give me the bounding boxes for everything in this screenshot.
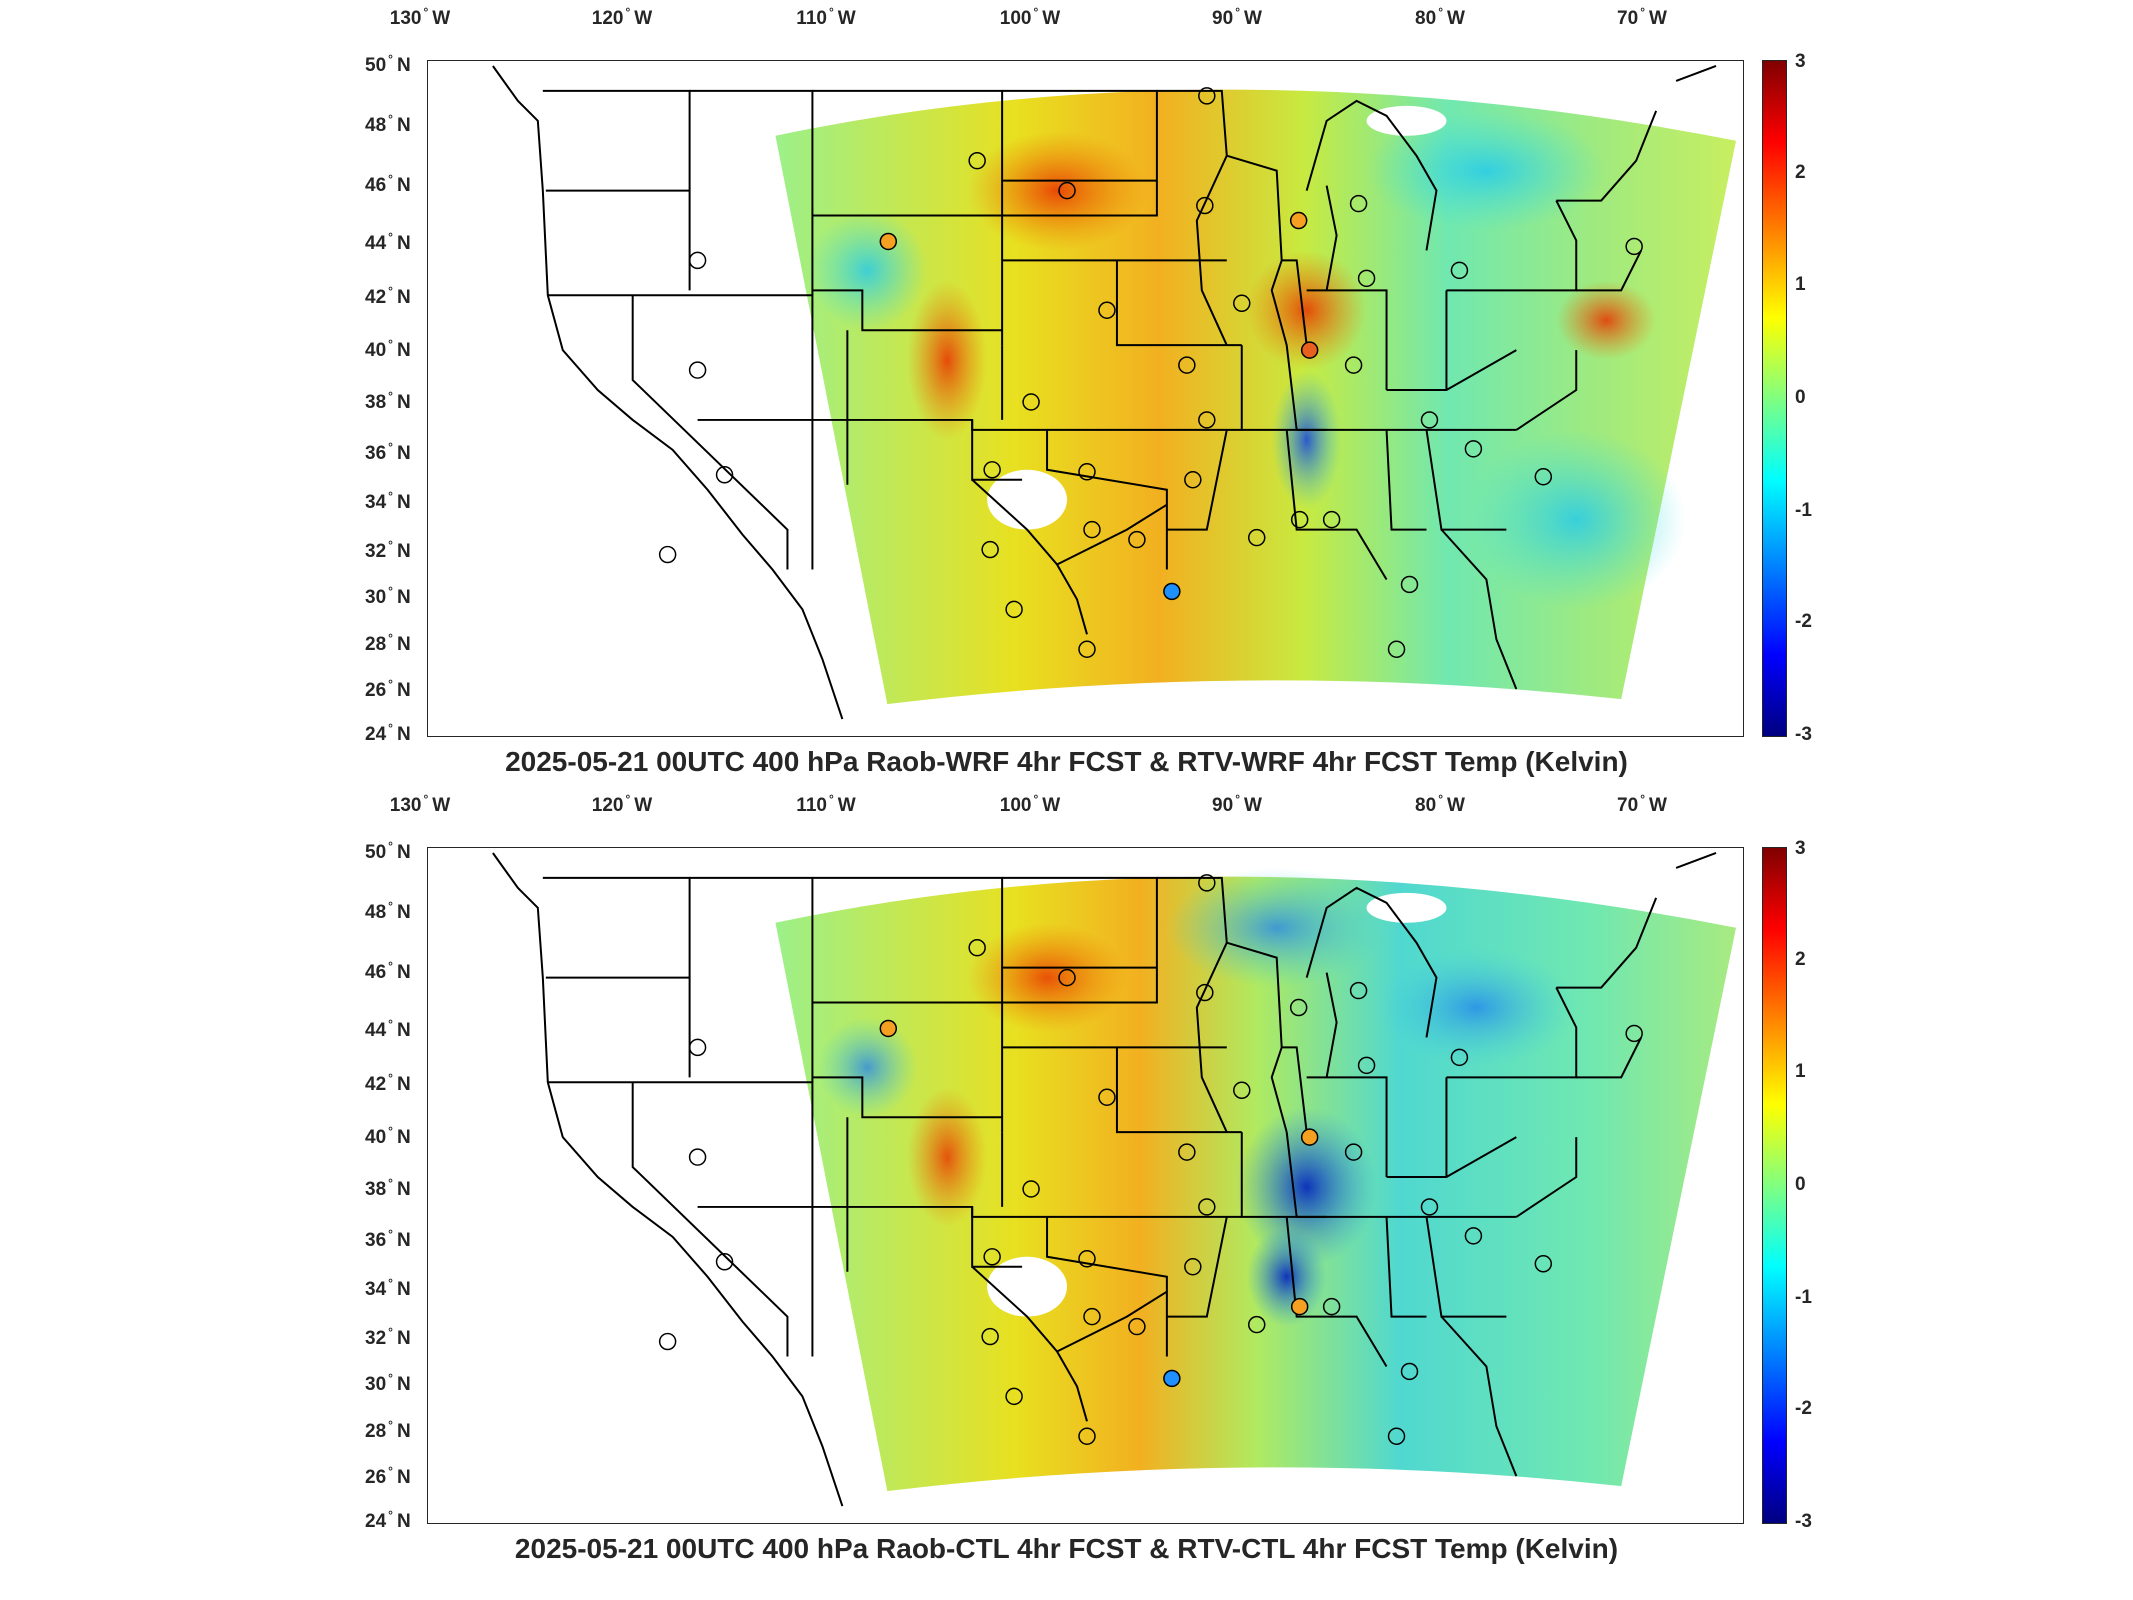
bottom-panel: 130 ° W 120 ° W 110 ° W 100 ° W 90 ° W 80 ° W 70 ° W 5… (0, 787, 2133, 1587)
lat-label: 32 ° N (365, 1325, 411, 1349)
colorbar-tick: 1 (1795, 274, 1806, 295)
lat-label: 42 ° N (365, 284, 411, 308)
lat-label: 38 ° N (365, 389, 411, 413)
lat-label: 50 ° N (365, 52, 411, 76)
lat-label: 40 ° N (365, 337, 411, 361)
colorbar-tick: -2 (1795, 1398, 1812, 1419)
lon-label: 80 ° W (1415, 792, 1465, 816)
lat-label: 28 ° N (365, 1418, 411, 1442)
lon-label: 70 ° W (1617, 5, 1667, 29)
raob-stations (658, 874, 1643, 1445)
colorbar-tick: 0 (1795, 1174, 1806, 1195)
lon-label: 130 ° W (389, 5, 451, 29)
panel-title: 2025-05-21 00UTC 400 hPa Raob-CTL 4hr FC… (514, 1533, 1619, 1564)
colorbar-tick: 3 (1795, 51, 1806, 72)
lat-label: 36 ° N (365, 1227, 411, 1251)
lat-label: 42 ° N (365, 1071, 411, 1095)
colorbar-tick: -3 (1795, 1511, 1812, 1532)
lat-label: 32 ° N (365, 538, 411, 562)
colorbar (1762, 60, 1787, 737)
lat-label: 34 ° N (365, 489, 411, 513)
lon-label: 130 ° W (389, 792, 451, 816)
lon-label: 110 ° W (796, 792, 856, 816)
colorbar-tick: 2 (1795, 949, 1806, 970)
colorbar-tick: 1 (1795, 1061, 1806, 1082)
top-panel: 130 ° W 120 ° W 110 ° W 100 ° W 90 ° W 80 ° W 70 ° W 5… (365, 5, 1812, 777)
lat-label: 48 ° N (365, 899, 411, 923)
lat-label: 48 ° N (365, 112, 411, 136)
lon-label: 80 ° W (1415, 5, 1465, 29)
colorbar (1762, 847, 1787, 1524)
colorbar-tick: -2 (1795, 611, 1812, 632)
colorbar-tick: 3 (1795, 838, 1806, 859)
raob-stations (658, 87, 1643, 658)
lon-label: 100 ° W (999, 5, 1061, 29)
map-area (427, 847, 1744, 1524)
lat-label: 30 ° N (365, 584, 411, 608)
lat-label: 26 ° N (365, 1464, 411, 1488)
lon-label: 90 ° W (1212, 792, 1262, 816)
panel-title: 2025-05-21 00UTC 400 hPa Raob-WRF 4hr FC… (505, 746, 1628, 777)
lon-label: 120 ° W (591, 792, 653, 816)
lat-label: 30 ° N (365, 1371, 411, 1395)
lon-label: 70 ° W (1617, 792, 1667, 816)
lon-label: 90 ° W (1212, 5, 1262, 29)
lat-label: 38 ° N (365, 1176, 411, 1200)
lon-label: 100 ° W (999, 792, 1061, 816)
lat-label: 46 ° N (365, 959, 411, 983)
map-area (427, 60, 1744, 737)
colorbar-tick: -1 (1795, 1287, 1812, 1308)
lat-label: 36 ° N (365, 440, 411, 464)
lon-label: 110 ° W (796, 5, 856, 29)
lat-label: 40 ° N (365, 1124, 411, 1148)
state-boundaries (492, 65, 1717, 720)
lat-label: 46 ° N (365, 172, 411, 196)
lat-label: 24 ° N (365, 1508, 411, 1532)
lon-label: 120 ° W (591, 5, 653, 29)
lat-label: 24 ° N (365, 721, 411, 745)
colorbar-tick: 0 (1795, 387, 1806, 408)
lat-label: 50 ° N (365, 839, 411, 863)
lat-label: 26 ° N (365, 677, 411, 701)
state-boundaries (492, 852, 1717, 1507)
lat-label: 44 ° N (365, 1017, 411, 1041)
map-canvas (492, 65, 1737, 720)
colorbar-tick: -3 (1795, 724, 1812, 745)
colorbar-tick: -1 (1795, 500, 1812, 521)
lat-label: 28 ° N (365, 631, 411, 655)
lat-label: 34 ° N (365, 1276, 411, 1300)
colorbar-tick: 2 (1795, 162, 1806, 183)
map-canvas (492, 852, 1737, 1507)
lat-label: 44 ° N (365, 230, 411, 254)
